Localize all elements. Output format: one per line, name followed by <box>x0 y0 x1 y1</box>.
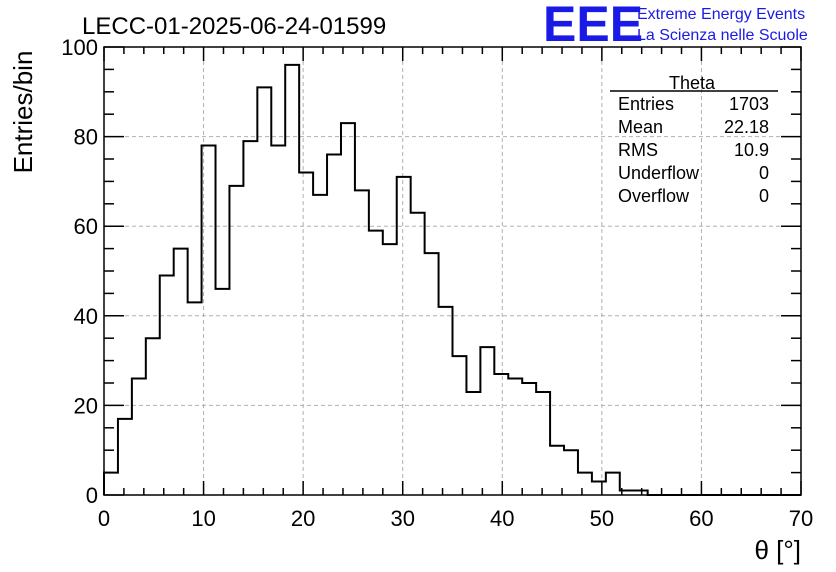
stats-row-value: 0 <box>759 186 769 206</box>
histogram-outline <box>103 63 801 496</box>
x-tick-label: 10 <box>191 506 215 531</box>
x-tick-label: 70 <box>789 506 813 531</box>
x-tick-label: 20 <box>291 506 315 531</box>
y-tick-label: 60 <box>74 214 98 239</box>
logo-mark: EEE <box>543 0 643 52</box>
x-tick-label: 60 <box>689 506 713 531</box>
stats-row-value: 22.18 <box>724 117 769 137</box>
stats-title: Theta <box>669 73 716 93</box>
y-axis-label: Entries/bin <box>8 51 38 174</box>
stats-row-label: Overflow <box>618 186 690 206</box>
stats-row-value: 10.9 <box>734 140 769 160</box>
stats-row-value: 0 <box>759 163 769 183</box>
x-tick-label: 50 <box>590 506 614 531</box>
stats-row-label: Mean <box>618 117 663 137</box>
x-tick-label: 40 <box>490 506 514 531</box>
x-tick-label: 30 <box>390 506 414 531</box>
y-tick-label: 0 <box>86 483 98 508</box>
stats-row-label: Entries <box>618 94 674 114</box>
eee-logo: EEE Extreme Energy Events La Scienza nel… <box>543 0 808 52</box>
stats-row-label: Underflow <box>618 163 700 183</box>
tick-labels: 0 10 20 30 40 50 60 70 0 20 40 60 80 100 <box>61 35 813 531</box>
y-tick-label: 100 <box>61 35 98 60</box>
stats-row-value: 1703 <box>729 94 769 114</box>
y-tick-label: 40 <box>74 304 98 329</box>
axis-ticks <box>103 46 802 496</box>
plot-frame <box>103 46 802 496</box>
y-tick-label: 20 <box>74 393 98 418</box>
chart-title: LECC-01-2025-06-24-01599 <box>82 13 386 40</box>
stats-row-label: RMS <box>618 140 658 160</box>
grid-lines <box>104 47 801 495</box>
logo-line-2: La Scienza nelle Scuole <box>637 27 808 44</box>
y-tick-label: 80 <box>74 125 98 150</box>
x-tick-label: 0 <box>98 506 110 531</box>
logo-line-1: Extreme Energy Events <box>637 6 805 23</box>
x-axis-label: θ [°] <box>754 535 801 565</box>
stats-box: Theta Entries 1703 Mean 22.18 RMS 10.9 Underfl… <box>610 73 778 206</box>
